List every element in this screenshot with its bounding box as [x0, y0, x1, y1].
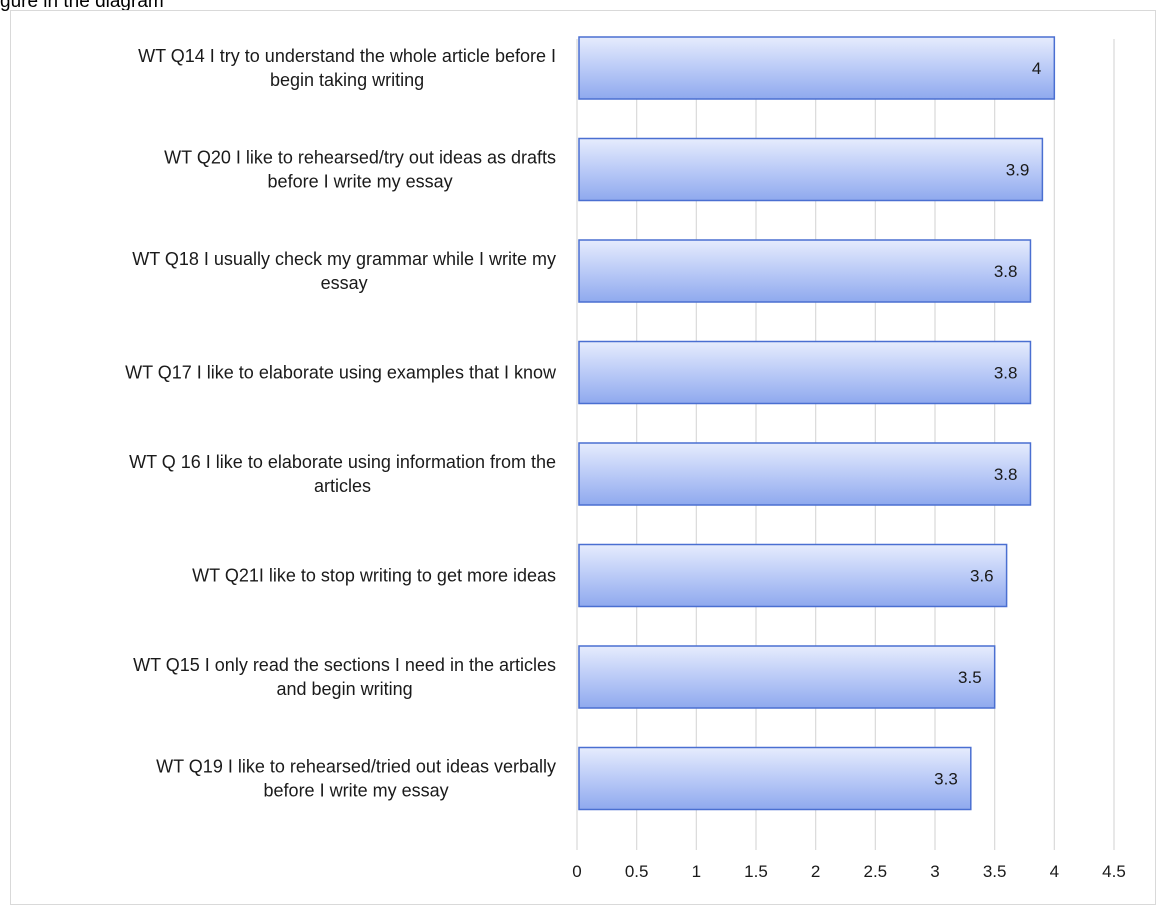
category-label: WT Q20 I like to rehearsed/try out ideas…: [164, 148, 556, 192]
bar: [578, 543, 1008, 608]
x-tick-label: 1.5: [744, 862, 768, 881]
x-tick-label: 4.5: [1102, 862, 1126, 881]
x-tick-label: 0.5: [625, 862, 649, 881]
category-label: WT Q15 I only read the sections I need i…: [133, 655, 556, 699]
x-tick-label: 1: [692, 862, 701, 881]
bar: [578, 239, 1032, 303]
category-label: WT Q19 I like to rehearsed/tried out ide…: [156, 757, 556, 801]
x-tick-label: 0: [572, 862, 581, 881]
category-label: WT Q17 I like to elaborate using example…: [125, 363, 557, 383]
category-label: WT Q 16 I like to elaborate using inform…: [129, 452, 556, 496]
category-label: WT Q14 I try to understand the whole art…: [138, 46, 556, 90]
bar: [578, 137, 1044, 202]
bar: [578, 442, 1032, 506]
bar: [578, 645, 996, 709]
x-tick-label: 2: [811, 862, 820, 881]
chart-area: 4 3.9 3.8 3.8 3.8 3.6 3.5 3.3 WT Q14 I try to u…: [10, 10, 1156, 905]
x-axis-ticks: 0 0.5 1 1.5 2 2.5 3 3.5 4 4.5: [572, 862, 1126, 881]
bar: [578, 746, 972, 811]
data-label: 3.8: [994, 465, 1018, 484]
bars: 4 3.9 3.8 3.8 3.8 3.6 3.5 3.3: [578, 36, 1056, 811]
x-tick-label: 3.5: [983, 862, 1007, 881]
data-label: 4: [1032, 59, 1041, 78]
bar: [578, 36, 1056, 100]
data-label: 3.8: [994, 262, 1018, 281]
category-label: WT Q18 I usually check my grammar while …: [132, 249, 556, 293]
data-label: 3.3: [934, 770, 958, 789]
bar-chart: 4 3.9 3.8 3.8 3.8 3.6 3.5 3.3 WT Q14 I try to u…: [125, 36, 1126, 881]
data-label: 3.5: [958, 668, 982, 687]
bar: [578, 340, 1032, 405]
x-tick-label: 3: [930, 862, 939, 881]
data-label: 3.6: [970, 567, 994, 586]
figure-caption-fragment: gure in the diagram: [0, 0, 164, 12]
category-label: WT Q21I like to stop writing to get more…: [192, 566, 556, 586]
x-tick-label: 2.5: [864, 862, 888, 881]
category-labels: WT Q14 I try to understand the whole art…: [125, 46, 557, 801]
data-label: 3.8: [994, 364, 1018, 383]
x-tick-label: 4: [1050, 862, 1059, 881]
data-label: 3.9: [1006, 161, 1030, 180]
